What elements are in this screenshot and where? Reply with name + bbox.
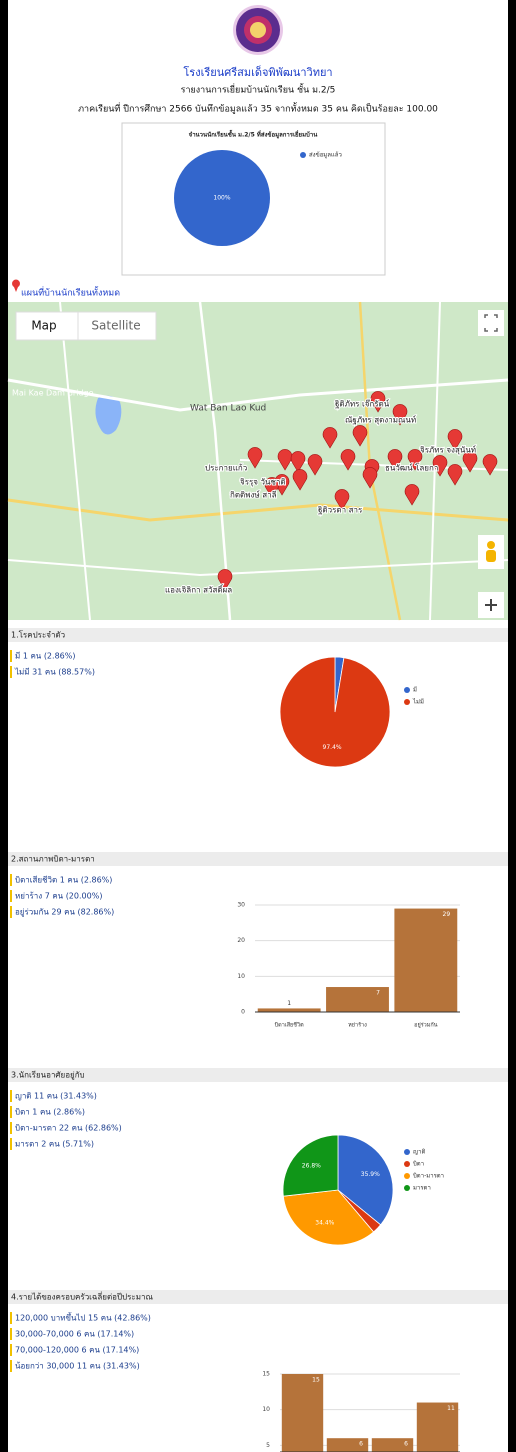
- item-marker: [10, 890, 12, 902]
- item-marker: [10, 1090, 12, 1102]
- section-item: บิดา-มารดา 22 คน (62.86%): [15, 1124, 122, 1133]
- map-label: กิตติพงษ์ สาลี: [230, 490, 277, 500]
- item-marker: [10, 1122, 12, 1134]
- pie-label: 35.9%: [361, 1171, 380, 1178]
- pie-label: 100%: [213, 195, 230, 202]
- legend-swatch: [404, 1161, 410, 1167]
- map-label: จิรภัทร จงสุนันท์: [420, 445, 476, 455]
- section-item: 120,000 บาทขึ้นไป 15 คน (42.86%): [15, 1312, 151, 1323]
- legend-label: มารดา: [413, 1185, 431, 1192]
- bar-value-label: 29: [443, 911, 451, 918]
- section-item: อยู่ร่วมกัน 29 คน (82.86%): [15, 908, 114, 918]
- map-label: ฐิติภัทร เจ๊กรัตน์: [334, 399, 389, 409]
- fullscreen-button[interactable]: [478, 310, 504, 336]
- bar: [282, 1374, 323, 1452]
- legend-swatch: [404, 1173, 410, 1179]
- item-marker: [10, 1328, 12, 1340]
- map-button[interactable]: Map: [31, 319, 56, 333]
- y-tick-label: 10: [262, 1406, 270, 1413]
- legend-swatch: [404, 699, 410, 705]
- section-title: 2.สถานภาพบิดา-มารดา: [11, 855, 95, 864]
- y-tick-label: 0: [241, 1009, 245, 1016]
- section-item: มี 1 คน (2.86%): [15, 652, 75, 661]
- section-item: มารดา 2 คน (5.71%): [15, 1140, 94, 1149]
- pie-label: 26.8%: [302, 1163, 321, 1170]
- logo: [233, 5, 283, 55]
- section-item: บิดาเสียชีวิต 1 คน (2.86%): [15, 876, 112, 885]
- satellite-button[interactable]: Satellite: [91, 319, 140, 333]
- legend-swatch: [404, 1185, 410, 1191]
- section-item: หย่าร้าง 7 คน (20.00%): [15, 892, 102, 901]
- legend-label: บิดา: [413, 1161, 424, 1168]
- item-marker: [10, 1106, 12, 1118]
- map-label: แองเจิลิกา สวัสดิ์ผล: [165, 584, 232, 595]
- legend-swatch: [404, 1149, 410, 1155]
- section-title: 4.รายได้ของครอบครัวเฉลี่ยต่อปีประมาณ: [11, 1291, 153, 1302]
- section-item: 70,000-120,000 6 คน (17.14%): [15, 1346, 139, 1355]
- section-header: [8, 628, 508, 642]
- legend-label: ไม่มี: [412, 698, 424, 706]
- y-tick-label: 30: [237, 902, 245, 909]
- section-title: 1.โรคประจำตัว: [11, 630, 65, 640]
- pie-label: 34.4%: [315, 1220, 334, 1227]
- y-tick-label: 5: [266, 1442, 270, 1449]
- bar-value-label: 7: [376, 990, 380, 997]
- page: โรงเรียนศรีสมเด็จพิพัฒนาวิทยา รายงานการเ…: [0, 0, 516, 1452]
- school-name: โรงเรียนศรีสมเด็จพิพัฒนาวิทยา: [183, 65, 332, 79]
- item-marker: [10, 666, 12, 678]
- section-item: ญาติ 11 คน (31.43%): [15, 1092, 97, 1101]
- section-item: ไม่มี 31 คน (88.57%): [14, 668, 95, 677]
- x-tick-label: บิดาเสียชีวิต: [274, 1022, 304, 1029]
- bar: [258, 1008, 321, 1012]
- legend-label: มี: [413, 686, 417, 694]
- map-label: จิรรุจ วันชาติ: [240, 478, 286, 487]
- item-marker: [10, 1138, 12, 1150]
- section-item: 30,000-70,000 6 คน (17.14%): [15, 1330, 134, 1339]
- map-label: ประกายแก้ว: [205, 464, 247, 473]
- item-marker: [10, 906, 12, 918]
- item-marker: [10, 1312, 12, 1324]
- legend-swatch: [300, 152, 306, 158]
- x-tick-label: หย่าร้าง: [348, 1022, 367, 1029]
- y-tick-label: 15: [262, 1371, 270, 1378]
- bar-value-label: 6: [404, 1441, 408, 1448]
- bar-value-label: 15: [312, 1377, 320, 1384]
- bar-value-label: 11: [447, 1405, 455, 1412]
- map-label: ฐิติวรดา สาร: [317, 506, 363, 515]
- section-title: 3.นักเรียนอาศัยอยู่กับ: [11, 1071, 85, 1081]
- legend-label: ส่งข้อมูลแล้ว: [309, 152, 342, 159]
- bar-value-label: 1: [287, 1000, 291, 1007]
- legend-label: ญาติ: [413, 1149, 425, 1156]
- pie-label: 97.4%: [323, 744, 342, 751]
- legend-label: บิดา-มารดา: [413, 1173, 444, 1180]
- section-item: บิดา 1 คน (2.86%): [15, 1108, 85, 1117]
- y-tick-label: 20: [237, 937, 245, 944]
- item-marker: [10, 1360, 12, 1372]
- x-tick-label: อยู่ร่วมกัน: [414, 1022, 438, 1029]
- map-place: Mai Kae Dam Bridge: [12, 389, 94, 398]
- item-marker: [10, 874, 12, 886]
- legend-swatch: [404, 687, 410, 693]
- section-item: น้อยกว่า 30,000 11 คน (31.43%): [15, 1362, 140, 1371]
- bar-value-label: 6: [359, 1441, 363, 1448]
- item-marker: [10, 1344, 12, 1356]
- map-label: ธนวัฒน์ โลยกา: [385, 463, 438, 473]
- bar: [394, 909, 457, 1012]
- y-tick-label: 10: [237, 973, 245, 980]
- item-marker: [10, 650, 12, 662]
- map-label: ณัฐภัทร สุดงามณนท์: [345, 415, 416, 425]
- map-place: Wat Ban Lao Kud: [190, 404, 266, 414]
- screen: โรงเรียนศรีสมเด็จพิพัฒนาวิทยา รายงานการเ…: [0, 0, 516, 1452]
- map[interactable]: Mai Kae Dam Bridge Wat Ban Lao Kud ฐิติภัท…: [8, 302, 508, 620]
